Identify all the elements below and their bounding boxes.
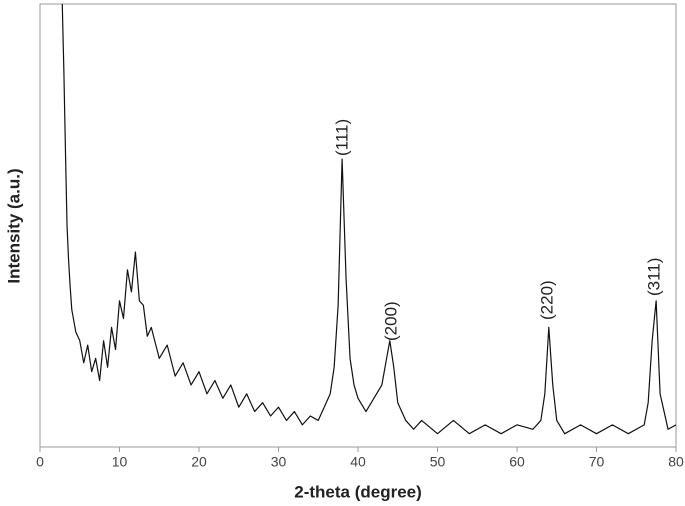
peak-label: (220) — [537, 280, 556, 320]
x-tick-label: 30 — [271, 454, 287, 470]
line — [61, 3, 677, 435]
x-tick-label: 40 — [350, 454, 366, 470]
peak-label: (200) — [381, 301, 400, 341]
peak-label: (111) — [332, 119, 351, 156]
x-tick-label: 80 — [668, 454, 684, 470]
x-axis-label: 2-theta (degree) — [294, 482, 422, 501]
x-tick-label: 70 — [589, 454, 605, 470]
plot-frame — [39, 3, 677, 448]
y-axis-label: Intensity (a.u.) — [4, 168, 23, 283]
x-tick-label: 50 — [430, 454, 446, 470]
x-tick-label: 0 — [36, 454, 44, 470]
x-tick-label: 10 — [112, 454, 128, 470]
x-tick-label: 20 — [191, 454, 207, 470]
peak-label: (311) — [644, 258, 663, 296]
x-tick-label: 60 — [509, 454, 525, 470]
